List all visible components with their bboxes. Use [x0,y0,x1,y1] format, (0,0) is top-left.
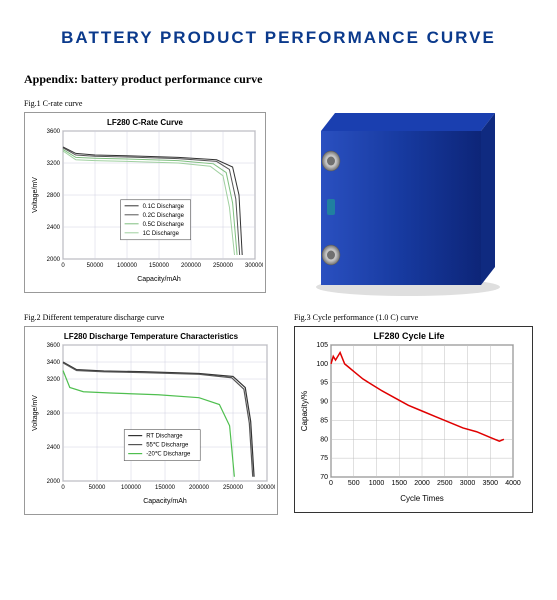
svg-text:75: 75 [320,455,328,462]
svg-text:0.5C Discharge: 0.5C Discharge [143,222,185,228]
svg-text:2800: 2800 [47,193,61,199]
svg-text:50000: 50000 [89,485,106,491]
svg-text:LF280 C-Rate Curve: LF280 C-Rate Curve [107,118,184,127]
svg-text:Capacity/mAh: Capacity/mAh [137,276,181,283]
fig3-block: Fig.3 Cycle performance (1.0 C) curve LF… [294,309,533,515]
svg-text:100000: 100000 [117,263,138,269]
svg-text:1C Discharge: 1C Discharge [143,231,180,237]
svg-text:3400: 3400 [47,360,61,366]
svg-text:300000: 300000 [245,263,263,269]
svg-text:150000: 150000 [149,263,170,269]
svg-text:150000: 150000 [155,485,176,491]
svg-text:0.2C Discharge: 0.2C Discharge [143,213,185,219]
svg-text:2000: 2000 [47,479,61,485]
svg-text:95: 95 [320,380,328,387]
fig2-svg: LF280 Discharge Temperature Characterist… [27,329,275,507]
battery-image [282,95,533,299]
svg-text:4000: 4000 [505,480,521,487]
svg-text:500: 500 [348,480,360,487]
svg-text:0.1C Discharge: 0.1C Discharge [143,204,185,210]
svg-text:Voltage/mV: Voltage/mV [32,395,39,431]
svg-text:2400: 2400 [47,445,61,451]
svg-text:3500: 3500 [482,480,498,487]
svg-text:105: 105 [316,342,328,349]
svg-text:85: 85 [320,417,328,424]
svg-text:Cycle Times: Cycle Times [400,494,444,503]
svg-text:2000: 2000 [47,257,61,263]
svg-text:300000: 300000 [257,485,275,491]
svg-text:Capacity/mAh: Capacity/mAh [143,498,187,505]
svg-text:RT Discharge: RT Discharge [146,434,183,440]
appendix-title: Appendix: battery product performance cu… [24,72,533,87]
svg-text:2500: 2500 [437,480,453,487]
svg-text:1500: 1500 [391,480,407,487]
page-title: BATTERY PRODUCT PERFORMANCE CURVE [0,0,557,72]
svg-text:80: 80 [320,436,328,443]
svg-text:0: 0 [329,480,333,487]
svg-text:0: 0 [61,263,65,269]
battery-svg [303,99,513,299]
svg-text:2800: 2800 [47,411,61,417]
svg-text:3000: 3000 [460,480,476,487]
svg-text:250000: 250000 [213,263,234,269]
row-1: Fig.1 C-rate curve LF280 C-Rate Curve 0 50… [24,95,533,299]
fig1-svg: LF280 C-Rate Curve 0 50000 100000 150000 2000… [27,115,263,285]
row-2: Fig.2 Different temperature discharge cu… [24,309,533,515]
svg-text:Voltage/mV: Voltage/mV [32,177,39,213]
svg-text:50000: 50000 [87,263,104,269]
svg-text:2400: 2400 [47,225,61,231]
svg-text:0: 0 [61,485,65,491]
fig3-chart: LF280 Cycle Life 0 500 1000 1500 2000 2500 3000… [294,326,533,513]
svg-text:1000: 1000 [369,480,385,487]
content-area: Appendix: battery product performance cu… [0,72,557,515]
fig1-chart: LF280 C-Rate Curve 0 50000 100000 150000 2000… [24,112,266,293]
fig1-caption: Fig.1 C-rate curve [24,99,266,108]
svg-text:90: 90 [320,399,328,406]
fig1-block: Fig.1 C-rate curve LF280 C-Rate Curve 0 50… [24,95,266,293]
svg-text:2000: 2000 [414,480,430,487]
svg-text:3600: 3600 [47,129,61,135]
fig3-caption: Fig.3 Cycle performance (1.0 C) curve [294,313,533,322]
fig2-block: Fig.2 Different temperature discharge cu… [24,309,278,515]
svg-text:100000: 100000 [121,485,142,491]
svg-text:70: 70 [320,474,328,481]
svg-text:100: 100 [316,361,328,368]
svg-text:200000: 200000 [181,263,202,269]
svg-text:Capacity/%: Capacity/% [300,391,309,431]
svg-text:3200: 3200 [47,377,61,383]
svg-text:3600: 3600 [47,343,61,349]
svg-text:55℃ Discharge: 55℃ Discharge [146,443,189,449]
svg-text:LF280 Cycle Life: LF280 Cycle Life [373,331,444,341]
svg-text:200000: 200000 [189,485,210,491]
fig2-chart: LF280 Discharge Temperature Characterist… [24,326,278,515]
fig2-caption: Fig.2 Different temperature discharge cu… [24,313,278,322]
fig3-svg: LF280 Cycle Life 0 500 1000 1500 2000 2500 3000… [297,329,521,505]
svg-text:3200: 3200 [47,161,61,167]
svg-text:250000: 250000 [223,485,244,491]
svg-text:LF280 Discharge Temperature Ch: LF280 Discharge Temperature Characterist… [64,332,239,341]
svg-text:-20℃ Discharge: -20℃ Discharge [146,452,191,458]
